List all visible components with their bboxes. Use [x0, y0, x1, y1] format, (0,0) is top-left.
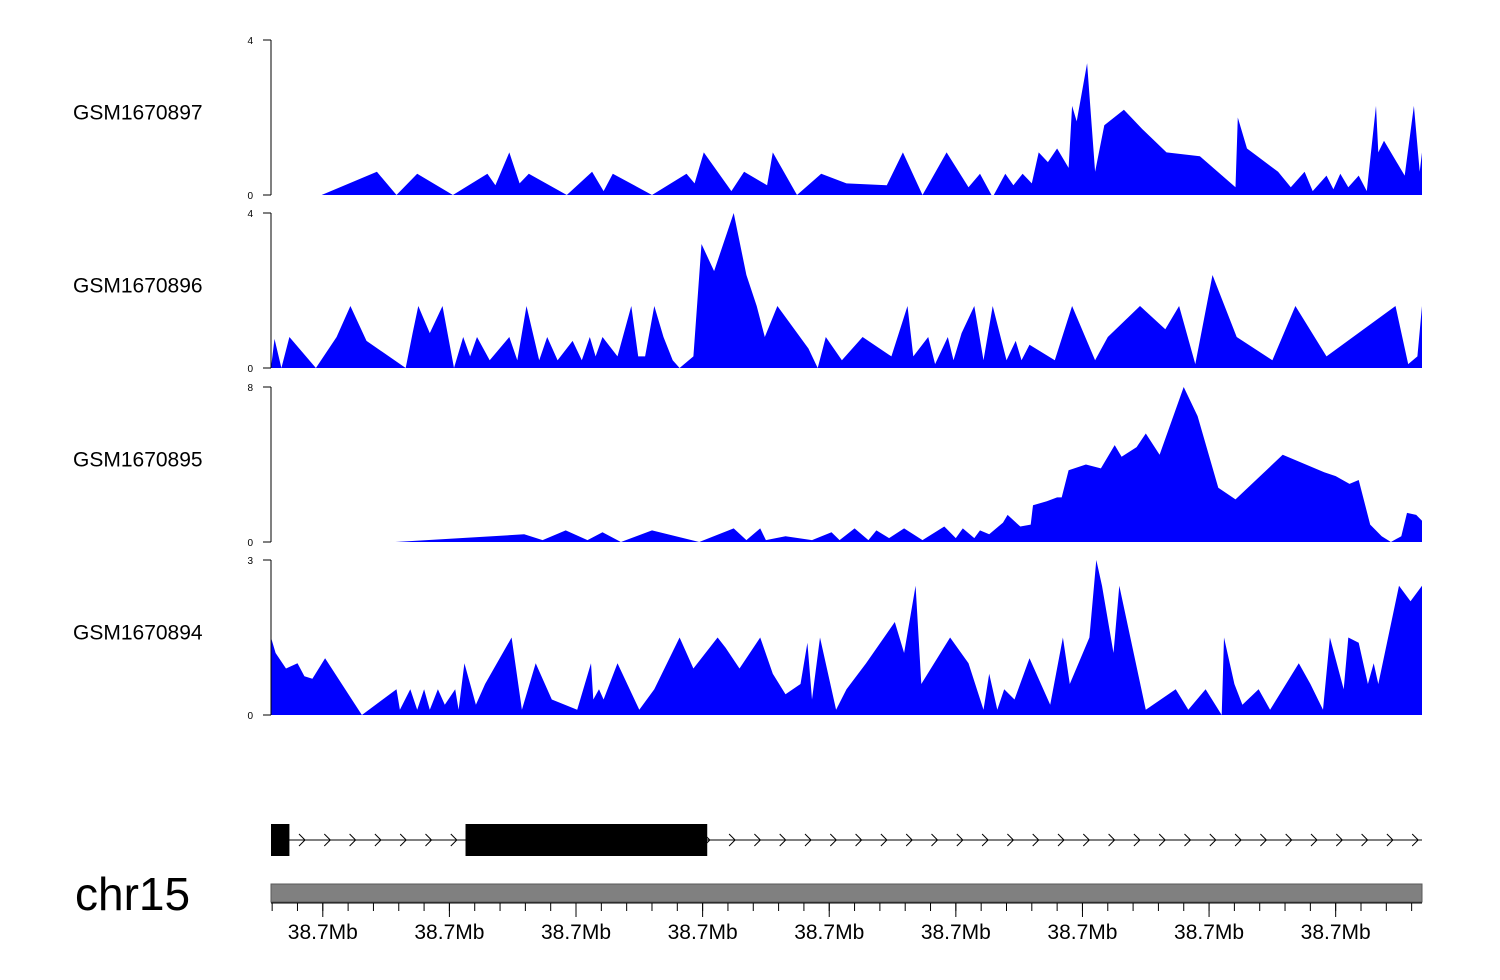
genomic-axis: 38.7Mb 38.7Mb 38.7Mb 38.7Mb 38.7Mb 38.7Mb 38.7… [271, 902, 1422, 944]
strand-arrow [1386, 833, 1394, 847]
strand-arrow [1108, 833, 1116, 847]
x-tick-label: 38.7Mb [1174, 921, 1244, 944]
track-label: GSM1670897 [73, 102, 203, 125]
track-GSM1670894: 0 3 GSM1670894 [73, 556, 1422, 722]
y-tick-label: 4 [247, 36, 253, 47]
data-tracks: 0 4 GSM1670897 0 4 GSM1670896 0 8 GSM1670895 0 3 GS… [73, 36, 1422, 722]
track-label: GSM1670895 [73, 449, 203, 472]
strand-arrow [298, 833, 306, 847]
strand-arrow [1032, 833, 1040, 847]
y-tick-label: 0 [247, 191, 253, 202]
x-tick-label: 38.7Mb [541, 921, 611, 944]
strand-arrow [754, 833, 762, 847]
track-GSM1670895: 0 8 GSM1670895 [73, 383, 1422, 549]
y-tick-label: 0 [247, 538, 253, 549]
strand-arrow [1361, 833, 1369, 847]
strand-arrow [323, 833, 332, 847]
strand-arrow [425, 833, 433, 847]
strand-arrow [1234, 833, 1242, 847]
strand-arrow [981, 833, 989, 847]
chromosome-label: chr15 [75, 868, 190, 920]
strand-arrow [880, 833, 888, 847]
x-tick-label: 38.7Mb [921, 921, 991, 944]
strand-arrow [1411, 833, 1419, 847]
strand-arrow [855, 833, 863, 847]
signal-area-GSM1670894 [271, 560, 1422, 715]
strand-arrow [1057, 833, 1065, 847]
strand-arrow [1335, 833, 1344, 847]
track-label: GSM1670896 [73, 275, 203, 298]
strand-arrow [1260, 833, 1268, 847]
strand-arrow [779, 833, 787, 847]
x-tick-label: 38.7Mb [668, 921, 738, 944]
strand-arrow [1310, 833, 1318, 847]
strand-arrow [1133, 833, 1141, 847]
strand-arrow [905, 833, 913, 847]
strand-arrow [931, 833, 939, 847]
strand-arrow [956, 833, 964, 847]
x-tick-label: 38.7Mb [414, 921, 484, 944]
signal-area-GSM1670897 [271, 63, 1422, 195]
strand-arrow [728, 833, 736, 847]
strand-arrow [374, 833, 382, 847]
signal-area-GSM1670895 [271, 387, 1422, 542]
x-tick-label: 38.7Mb [794, 921, 864, 944]
y-tick-label: 3 [247, 556, 253, 567]
strand-arrow [349, 833, 357, 847]
x-tick-label: 38.7Mb [1301, 921, 1371, 944]
y-tick-label: 4 [247, 209, 253, 220]
chromosome-bar [270, 883, 1423, 903]
strand-arrow [1184, 833, 1192, 847]
track-label: GSM1670894 [73, 622, 203, 645]
strand-arrow [804, 833, 812, 847]
track-GSM1670897: 0 4 GSM1670897 [73, 36, 1422, 202]
y-tick-label: 0 [247, 711, 253, 722]
exon-block [465, 824, 708, 856]
y-tick-label: 8 [247, 383, 253, 394]
x-tick-label: 38.7Mb [1047, 921, 1117, 944]
strand-arrow [1158, 833, 1166, 847]
signal-area-GSM1670896 [271, 213, 1422, 368]
y-tick-label: 0 [247, 364, 253, 375]
strand-arrow [399, 833, 407, 847]
track-GSM1670896: 0 4 GSM1670896 [73, 209, 1422, 375]
gene-model-track [271, 824, 1422, 856]
strand-arrow [1007, 833, 1015, 847]
chromosome-track: chr15 [75, 868, 1423, 920]
strand-arrow [1285, 833, 1293, 847]
exon-block [271, 824, 290, 856]
x-tick-label: 38.7Mb [288, 921, 358, 944]
strand-arrow [1082, 833, 1091, 847]
strand-arrow [829, 833, 838, 847]
strand-arrow [1209, 833, 1217, 847]
strand-arrow [450, 833, 458, 847]
